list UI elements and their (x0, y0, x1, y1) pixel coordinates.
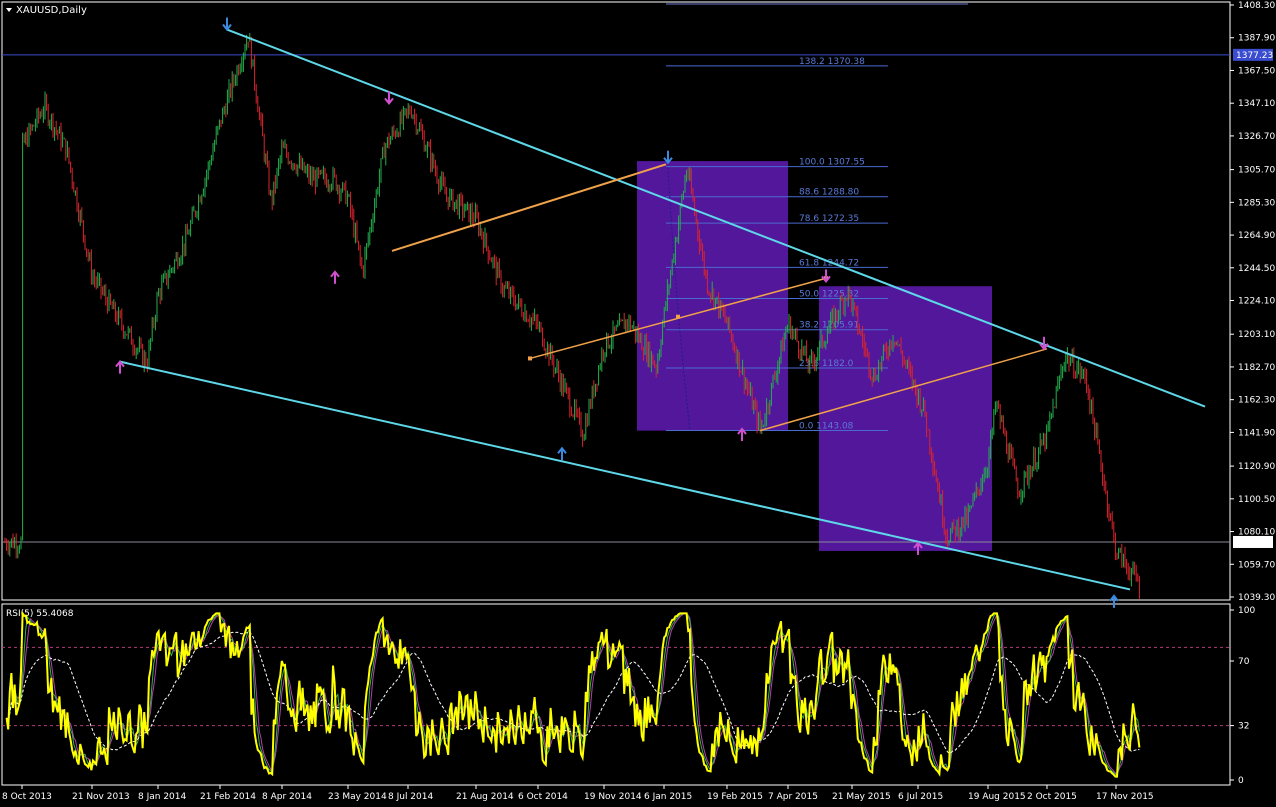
fib-level-label: 88.6 1288.80 (799, 188, 859, 198)
price-tick-label: 1264.90 (1238, 231, 1275, 241)
time-tick-label: 21 Aug 2014 (456, 792, 514, 802)
arrow-up-icon (557, 446, 567, 461)
price-tick-label: 1387.90 (1238, 34, 1275, 44)
price-tick-label: 1203.10 (1238, 330, 1275, 340)
fib-level-label: 78.6 1272.35 (799, 214, 859, 224)
time-tick-label: 6 Jan 2015 (644, 792, 692, 802)
price-tick-label: 1326.70 (1238, 132, 1275, 142)
time-tick-label: 2 Oct 2015 (1027, 792, 1077, 802)
price-candles (4, 33, 1140, 599)
price-tick-label: 1120.90 (1238, 462, 1275, 472)
price-tick-label: 1039.30 (1238, 593, 1275, 603)
fib-level-label: 100.0 1307.55 (799, 158, 865, 168)
rsi-tick-label: 0 (1238, 776, 1244, 786)
arrow-down-icon (1039, 336, 1049, 351)
rectangle-object (819, 286, 992, 551)
arrow-down-icon (663, 150, 673, 165)
price-tick-label: 1367.50 (1238, 66, 1275, 76)
arrow-head (115, 360, 125, 368)
arrow-head (1109, 594, 1119, 602)
arrow-up-icon (330, 270, 340, 284)
price-tag-text: 1073.60 (1236, 538, 1273, 548)
arrow-head (384, 97, 394, 105)
trendline-3 (391, 163, 667, 252)
trendline-handle (528, 356, 532, 361)
fib-level-label: 61.8 1244.72 (799, 258, 859, 268)
price-tick-label: 1182.70 (1238, 363, 1275, 373)
price-tick-label: 1059.70 (1238, 560, 1275, 570)
rsi-line (5, 610, 1141, 778)
rsi-lines (5, 610, 1141, 778)
rsi-levels (2, 646, 1230, 727)
time-tick-label: 6 Oct 2014 (518, 792, 568, 802)
price-tick-label: 1244.50 (1238, 264, 1275, 274)
chart-title-group[interactable]: XAUUSD,Daily (6, 5, 87, 16)
arrow-up-icon (1109, 594, 1119, 608)
price-tick-label: 1100.50 (1238, 495, 1275, 505)
arrow-head (557, 446, 567, 454)
time-tick-label: 8 Jan 2014 (138, 792, 186, 802)
price-tags: 1377.23 1073.60 (1233, 48, 1273, 548)
price-axis: 1408.30 1387.90 1367.50 1347.10 1326.70 1305.… (1230, 1, 1275, 603)
time-tick-label: 7 Apr 2015 (768, 792, 818, 802)
arrow-head (737, 427, 747, 435)
time-tick-label: 8 Jul 2014 (388, 792, 433, 802)
fib-level-label: 138.2 1370.38 (799, 57, 865, 67)
arrow-head (222, 23, 232, 32)
arrow-up-icon (913, 541, 923, 555)
time-tick-label: 23 May 2014 (328, 792, 387, 802)
time-tick-label: 21 Feb 2014 (200, 792, 256, 802)
time-tick-label: 6 Jul 2015 (898, 792, 943, 802)
time-axis: 8 Oct 2013 21 Nov 2013 8 Jan 2014 21 Feb 20… (2, 785, 1154, 802)
rsi-pane-frame (1, 603, 1231, 786)
rsi-tick-label: 70 (1238, 657, 1250, 667)
time-tick-label: 19 Aug 2015 (968, 792, 1026, 802)
fib-level-label: 23.6 1182.0 (799, 359, 854, 369)
time-tick-label: 21 May 2015 (832, 792, 891, 802)
arrow-down-icon (821, 269, 831, 284)
price-tick-label: 1141.90 (1238, 428, 1275, 438)
arrow-up-icon (737, 427, 747, 442)
rsi-tick-label: 100 (1238, 606, 1255, 616)
price-tick-label: 1080.10 (1238, 528, 1275, 538)
trendline-handle (676, 314, 680, 319)
dropdown-arrow-icon[interactable] (6, 8, 12, 12)
time-tick-label: 8 Apr 2014 (262, 792, 312, 802)
arrow-up-icon (115, 360, 125, 374)
arrow-head (663, 157, 673, 165)
price-tag-text: 1377.23 (1236, 51, 1273, 61)
chart-title: XAUUSD,Daily (16, 5, 87, 16)
trendline-5 (759, 348, 1048, 432)
price-pane-frame (1, 1, 1231, 601)
arrow-head (330, 270, 340, 278)
price-tick-label: 1224.10 (1238, 297, 1275, 307)
price-tag-box (1233, 48, 1273, 61)
arrow-head (1039, 343, 1049, 351)
price-tick-label: 1162.30 (1238, 396, 1275, 406)
trendline-2 (119, 360, 1131, 591)
time-tick-label: 19 Feb 2015 (707, 792, 763, 802)
time-tick-label: 8 Oct 2013 (2, 792, 52, 802)
time-tick-label: 21 Nov 2013 (72, 792, 130, 802)
price-tick-label: 1285.30 (1238, 198, 1275, 208)
time-tick-label: 19 Nov 2014 (584, 792, 642, 802)
time-tick-label: 17 Nov 2015 (1096, 792, 1154, 802)
price-tick-label: 1408.30 (1238, 1, 1275, 11)
price-tick-label: 1305.70 (1238, 166, 1275, 176)
price-tick-label: 1347.10 (1238, 99, 1275, 109)
fib-level-label: 50.0 1225.32 (799, 290, 859, 300)
arrow-head (821, 275, 831, 284)
fib-level-label: 0.0 1143.08 (799, 422, 854, 432)
rsi-title: RSI(5) 55.4068 (6, 609, 74, 619)
rsi-tick-label: 32 (1238, 722, 1249, 732)
horizontal-lines[interactable] (2, 3, 1230, 543)
price-tag-box (1233, 535, 1273, 548)
fractal-arrows (115, 17, 1119, 608)
arrow-down-icon (384, 91, 394, 105)
rsi-axis: 100 70 32 0 (1230, 606, 1255, 786)
arrow-down-icon (222, 17, 232, 32)
arrow-head (913, 541, 923, 549)
